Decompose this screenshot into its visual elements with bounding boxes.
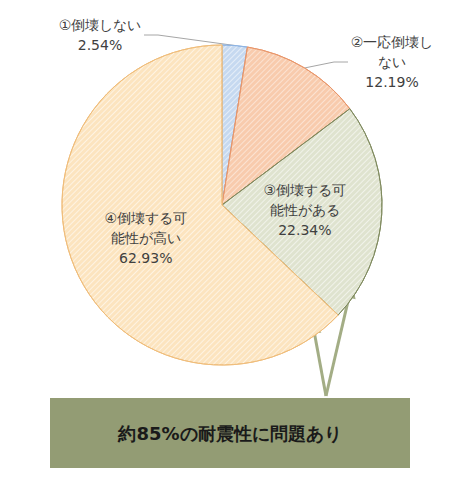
svg-text:①倒壊しない: ①倒壊しない (59, 17, 142, 33)
svg-text:ない: ない (378, 54, 406, 70)
svg-text:②一応倒壊し: ②一応倒壊し (351, 34, 434, 50)
svg-text:能性が高い: 能性が高い (111, 230, 181, 246)
svg-text:62.93%: 62.93% (119, 250, 172, 266)
svg-text:12.19%: 12.19% (365, 74, 418, 90)
svg-text:能性がある: 能性がある (270, 202, 340, 218)
svg-text:④倒壊する可: ④倒壊する可 (104, 210, 187, 226)
svg-text:約85%の耐震性に問題あり: 約85%の耐震性に問題あり (117, 423, 341, 444)
svg-text:③倒壊する可: ③倒壊する可 (264, 182, 347, 198)
svg-text:22.34%: 22.34% (278, 222, 331, 238)
svg-text:2.54%: 2.54% (78, 37, 122, 53)
